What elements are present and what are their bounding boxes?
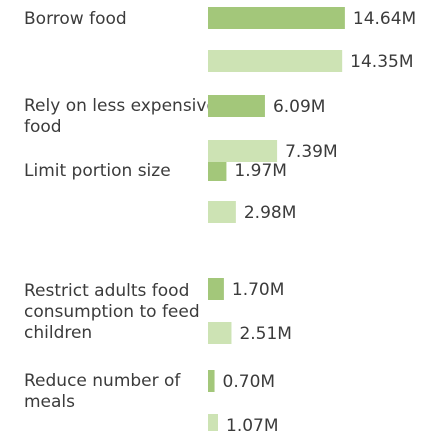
category-label-borrow-food: Borrow food [24, 9, 127, 29]
value-label-2-series-1: 2.98M [244, 203, 297, 223]
value-label-2-series-0: 1.97M [234, 161, 287, 181]
bar-2-series-0 [208, 159, 227, 181]
bar-4-series-1 [208, 414, 219, 431]
value-label-0-series-0: 14.64M [353, 9, 416, 29]
category-label-restrict-adults: Restrict adults food consumption to feed… [24, 281, 200, 343]
value-label-0-series-1: 14.35M [350, 52, 413, 72]
bar-3-series-0 [208, 278, 224, 300]
bar-3-series-1 [208, 322, 232, 344]
bar-1-series-1 [208, 140, 278, 162]
bar-2-series-1 [208, 201, 236, 223]
bar-1-series-0 [208, 95, 265, 117]
category-label-less-expensive-food: Rely on less expensive food [24, 96, 217, 137]
bar-0-series-0 [208, 7, 345, 29]
value-label-4-series-1: 1.07M [226, 416, 279, 431]
category-label-limit-portion: Limit portion size [24, 161, 171, 181]
value-label-3-series-1: 2.51M [239, 324, 292, 344]
value-label-3-series-0: 1.70M [232, 280, 285, 300]
value-label-4-series-0: 0.70M [223, 372, 276, 392]
category-label-reduce-meals: Reduce number of meals [24, 371, 181, 412]
bar-4-series-0 [208, 370, 215, 392]
value-label-1-series-0: 6.09M [273, 97, 326, 117]
bar-0-series-1 [208, 50, 343, 72]
value-label-1-series-1: 7.39M [285, 142, 338, 162]
